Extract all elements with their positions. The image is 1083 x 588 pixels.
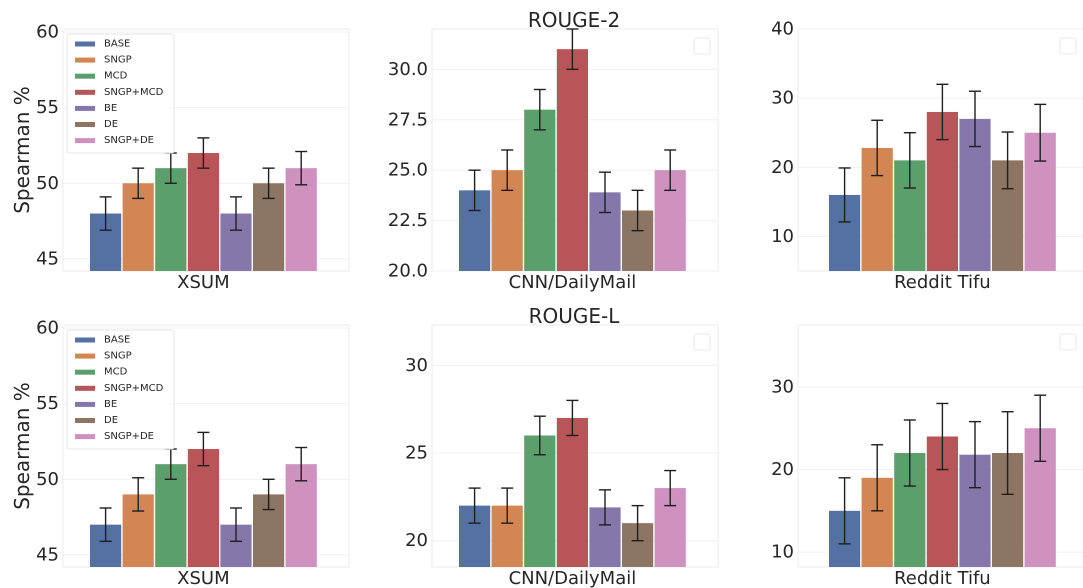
legend-swatch <box>75 369 95 375</box>
y-tick-label: 45 <box>36 544 59 565</box>
legend-empty <box>693 333 711 351</box>
y-tick-label: 50 <box>36 469 59 490</box>
bar-mcd <box>524 435 556 567</box>
y-tick-label: 20 <box>405 530 428 551</box>
legend-swatch <box>75 418 95 423</box>
y-tick-label: 30.0 <box>388 59 428 80</box>
bar-mcd <box>524 109 556 272</box>
legend-empty <box>693 37 711 55</box>
legend: BASE SNGP MCD SNGP+MCD BE DE SNGP+DE <box>66 33 175 154</box>
legend-label: SNGP+MCD <box>104 87 164 98</box>
y-tick-label: 30 <box>405 355 428 376</box>
subplot-r1-c2: 10 20 30 Reddit Tifu <box>771 324 1083 588</box>
legend-swatch <box>75 57 95 63</box>
y-tick-label: 10 <box>771 542 794 563</box>
y-tick-label: 20.0 <box>388 261 428 282</box>
y-tick-label: 30 <box>771 376 794 397</box>
bar-mcd <box>155 464 187 567</box>
legend-label: MCD <box>104 367 128 378</box>
legend-swatch <box>75 385 95 391</box>
legend-label: BASE <box>104 335 130 346</box>
y-tick-label: 60 <box>36 22 59 43</box>
legend-label: BE <box>104 399 117 410</box>
legend-label: BASE <box>104 39 130 50</box>
y-axis-label: Spearman % <box>10 382 34 510</box>
subplot-r1-c1: 20 25 30 CNN/DailyMail <box>405 324 719 588</box>
x-axis-label: XSUM <box>177 272 229 293</box>
legend-empty <box>1059 333 1077 351</box>
y-tick-label: 60 <box>36 318 59 339</box>
legend-label: SNGP <box>104 351 132 362</box>
legend-label: DE <box>104 119 118 130</box>
legend-label: SNGP+MCD <box>104 383 164 394</box>
y-tick-label: 55 <box>36 97 59 118</box>
y-axis-label: Spearman % <box>10 86 34 214</box>
y-tick-label: 45 <box>36 248 59 269</box>
legend-swatch <box>75 89 95 95</box>
bar-sngp-mcd <box>556 417 588 567</box>
legend-swatch <box>75 401 95 407</box>
bar-sngp-mcd <box>187 449 219 567</box>
y-tick-label: 50 <box>36 173 59 194</box>
y-tick-label: 30 <box>771 88 794 109</box>
y-tick-label: 20 <box>771 157 794 178</box>
legend-swatch <box>75 41 95 47</box>
row-title-rouge-2: ROUGE-2 <box>527 8 621 32</box>
legend-empty <box>1059 37 1077 55</box>
legend-label: SNGP <box>104 55 132 66</box>
subplot-r0-c2: 10 20 30 40 Reddit Tifu <box>771 19 1083 293</box>
legend-swatch <box>75 353 95 359</box>
legend-label: DE <box>104 415 118 426</box>
legend-label: SNGP+DE <box>104 431 154 442</box>
bar-mcd <box>155 168 187 271</box>
legend-swatch <box>75 105 95 111</box>
y-tick-label: 55 <box>36 393 59 414</box>
bar-sngp-mcd <box>556 49 588 271</box>
x-axis-label: XSUM <box>177 568 229 588</box>
x-axis-label: Reddit Tifu <box>894 568 991 588</box>
legend-label: SNGP+DE <box>104 135 154 146</box>
y-tick-label: 25 <box>405 443 428 464</box>
x-axis-label: Reddit Tifu <box>894 272 991 293</box>
legend-swatch <box>75 434 95 440</box>
y-tick-label: 25.0 <box>388 160 428 181</box>
y-tick-label: 27.5 <box>388 109 428 130</box>
y-tick-label: 22.5 <box>388 210 428 231</box>
legend-swatch <box>75 122 95 127</box>
legend-swatch <box>75 337 95 343</box>
subplot-r0-c0: 45 50 55 60 XSUM Spearman % BASE SNGP MCD SNGP+MC… <box>10 22 350 293</box>
subplot-r1-c0: 45 50 55 60 XSUM Spearman % BASE SNGP MCD SNGP+MC… <box>10 318 350 588</box>
bar-sngp-mcd <box>187 153 219 271</box>
row-title-rouge-l: ROUGE-L <box>528 304 620 328</box>
legend-swatch <box>75 73 95 79</box>
subplot-r0-c1: 20.0 22.5 25.0 27.5 30.0 CNN/DailyMail <box>388 28 719 293</box>
legend-swatch <box>75 138 95 144</box>
y-tick-label: 20 <box>771 459 794 480</box>
x-axis-label: CNN/DailyMail <box>509 568 637 588</box>
x-axis-label: CNN/DailyMail <box>509 272 637 293</box>
y-tick-label: 40 <box>771 19 794 40</box>
legend: BASE SNGP MCD SNGP+MCD BE DE SNGP+DE <box>66 329 175 450</box>
y-tick-label: 10 <box>771 226 794 247</box>
legend-label: BE <box>104 103 117 114</box>
legend-label: MCD <box>104 71 128 82</box>
